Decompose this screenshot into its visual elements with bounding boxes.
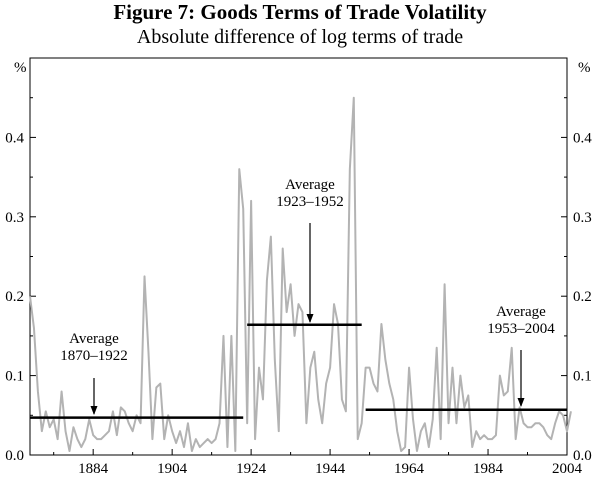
x-tick-label: 1944 — [315, 461, 346, 477]
x-tick-label: 1984 — [473, 461, 504, 477]
series-layer — [29, 96, 572, 453]
average-period-label: 1870–1922 — [60, 348, 128, 364]
y-tick-label-left: 0.4 — [5, 130, 24, 146]
series-line — [29, 96, 572, 453]
y-axis-unit-right: % — [578, 60, 591, 76]
y-tick-label-left: 0.0 — [5, 448, 24, 464]
chart-title: Figure 7: Goods Terms of Trade Volatilit… — [113, 0, 487, 24]
y-tick-label-right: 0.4 — [573, 130, 592, 146]
average-period-label: 1953–2004 — [487, 321, 555, 337]
tick-labels: 0.0 0.0 0.1 0.1 0.2 0.2 0.3 0.3 0.4 0.4 1884 1904 19… — [5, 130, 592, 477]
average-arrow-head — [517, 398, 525, 407]
x-tick-label: 1884 — [78, 461, 109, 477]
average-label: Average — [69, 331, 119, 347]
y-tick-label-left: 0.1 — [5, 369, 24, 385]
plot-frame — [29, 57, 568, 456]
averages-layer: Average1870–1922Average1923–1952Average1… — [30, 177, 567, 419]
average-period-label: 1923–1952 — [276, 194, 344, 210]
y-tick-label-left: 0.3 — [5, 210, 24, 226]
axis-ticks — [30, 97, 568, 456]
average-label: Average — [285, 177, 335, 193]
y-tick-label-left: 0.2 — [5, 289, 24, 305]
y-tick-label-right: 0.3 — [573, 210, 592, 226]
x-tick-label: 1924 — [236, 461, 267, 477]
y-tick-label-right: 0.0 — [573, 448, 592, 464]
y-tick-label-right: 0.2 — [573, 289, 592, 305]
chart-subtitle: Absolute difference of log terms of trad… — [136, 26, 464, 48]
average-label: Average — [496, 304, 546, 320]
average-arrow-head — [90, 406, 98, 415]
y-axis-unit-left: % — [14, 60, 27, 76]
x-tick-label: 2004 — [552, 461, 583, 477]
x-tick-label: 1964 — [394, 461, 425, 477]
x-tick-label: 1904 — [157, 461, 188, 477]
y-tick-label-right: 0.1 — [573, 369, 592, 385]
average-arrow-head — [306, 314, 314, 323]
